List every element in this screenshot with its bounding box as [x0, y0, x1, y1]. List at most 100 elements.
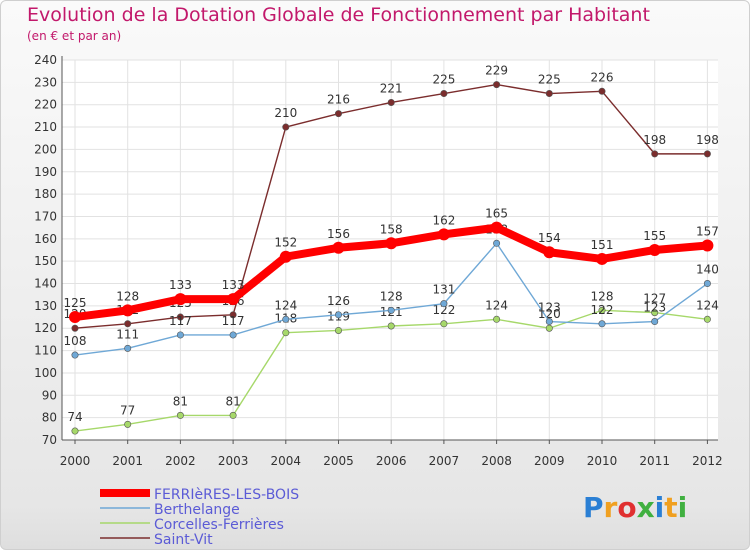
data-label: 122	[591, 303, 614, 317]
data-label: 108	[64, 334, 87, 348]
legend-label: Corcelles-Ferrières	[154, 517, 284, 533]
data-label: 225	[538, 73, 561, 87]
data-label: 81	[225, 394, 240, 408]
data-point	[598, 306, 606, 314]
x-tick-label: 2000	[60, 454, 91, 468]
data-point	[387, 306, 395, 314]
y-tick-label: 220	[34, 98, 57, 112]
data-point	[124, 344, 132, 352]
logo-letter: t	[664, 491, 677, 524]
data-label: 225	[432, 73, 455, 87]
y-tick-label: 170	[34, 209, 57, 223]
legend: FERRIèRES-LES-BOISBerthelangeCorcelles-F…	[100, 487, 299, 548]
data-label: 157	[696, 225, 719, 239]
data-point	[282, 123, 290, 131]
data-point	[651, 150, 659, 158]
y-tick-label: 160	[34, 232, 57, 246]
data-point	[332, 241, 345, 254]
logo-letter: o	[617, 491, 636, 524]
plot-area	[62, 60, 718, 440]
logo-letter: i	[655, 491, 665, 524]
y-tick-label: 130	[34, 299, 57, 313]
data-point	[174, 293, 187, 306]
data-point	[124, 420, 132, 428]
series-Corcelles-Ferrières: 74778181118119121122124120128127124	[67, 289, 719, 435]
x-tick-label: 2012	[692, 454, 723, 468]
y-tick-label: 140	[34, 277, 57, 291]
data-point	[701, 239, 714, 252]
data-label: 216	[327, 93, 350, 107]
data-point	[229, 411, 237, 419]
data-label: 229	[485, 64, 508, 78]
data-point	[440, 90, 448, 98]
data-point	[651, 309, 659, 317]
data-point	[124, 320, 132, 328]
logo-letter: x	[637, 491, 655, 524]
x-tick-label: 2002	[165, 454, 196, 468]
data-label: 131	[432, 283, 455, 297]
data-label: 128	[116, 289, 139, 303]
data-point	[493, 239, 501, 247]
y-tick-label: 80	[42, 411, 57, 425]
data-label: 226	[591, 70, 614, 84]
data-label: 111	[116, 327, 139, 341]
data-label: 210	[274, 106, 297, 120]
y-tick-label: 190	[34, 165, 57, 179]
data-label: 198	[643, 133, 666, 147]
legend-label: Berthelange	[154, 502, 240, 518]
data-label: 120	[538, 307, 561, 321]
data-label: 140	[696, 263, 719, 277]
data-label: 151	[591, 238, 614, 252]
x-tick-label: 2007	[429, 454, 460, 468]
data-point	[334, 311, 342, 319]
data-point	[385, 237, 398, 250]
logo-letter: i	[678, 491, 688, 524]
data-point	[545, 324, 553, 332]
data-point	[176, 411, 184, 419]
data-point	[279, 250, 292, 263]
data-label: 133	[222, 278, 245, 292]
data-label: 221	[380, 81, 403, 95]
chart-title: Evolution de la Dotation Globale de Fonc…	[27, 4, 650, 26]
data-label: 77	[120, 403, 135, 417]
data-label: 117	[169, 314, 192, 328]
y-tick-label: 90	[42, 388, 57, 402]
data-label: 125	[64, 296, 87, 310]
data-point	[490, 221, 503, 234]
data-point	[176, 313, 184, 321]
data-label: 133	[169, 278, 192, 292]
data-point	[121, 304, 134, 317]
data-point	[334, 326, 342, 334]
data-label: 122	[432, 303, 455, 317]
x-tick-label: 2005	[323, 454, 354, 468]
data-point	[71, 324, 79, 332]
data-point	[282, 315, 290, 323]
data-point	[282, 329, 290, 337]
grid	[62, 59, 718, 440]
y-tick-label: 200	[34, 142, 57, 156]
series-FERRIèRES-LES-BOIS: 125 128 133 133 152 156 158 162 165 154 151 155 157	[64, 207, 719, 324]
axes: 7080901001101201301401501601701801902002…	[34, 53, 723, 468]
data-point	[437, 228, 450, 241]
x-tick-label: 2009	[534, 454, 565, 468]
data-label: 117	[222, 314, 245, 328]
data-point	[229, 311, 237, 319]
data-point	[493, 315, 501, 323]
data-label: 123	[538, 301, 561, 315]
data-point	[71, 351, 79, 359]
data-point	[543, 246, 556, 259]
data-label: 154	[538, 231, 561, 245]
data-label: 124	[485, 298, 508, 312]
data-point	[440, 320, 448, 328]
data-label: 127	[643, 292, 666, 306]
data-label: 81	[173, 394, 188, 408]
y-tick-label: 110	[34, 344, 57, 358]
y-tick-label: 150	[34, 254, 57, 268]
proxiti-logo: Proxiti	[583, 491, 687, 524]
data-point	[596, 252, 608, 265]
data-point	[387, 322, 395, 330]
x-tick-label: 2010	[587, 454, 618, 468]
data-point	[387, 98, 395, 106]
y-tick-label: 210	[34, 120, 57, 134]
data-label: 165	[485, 207, 508, 221]
